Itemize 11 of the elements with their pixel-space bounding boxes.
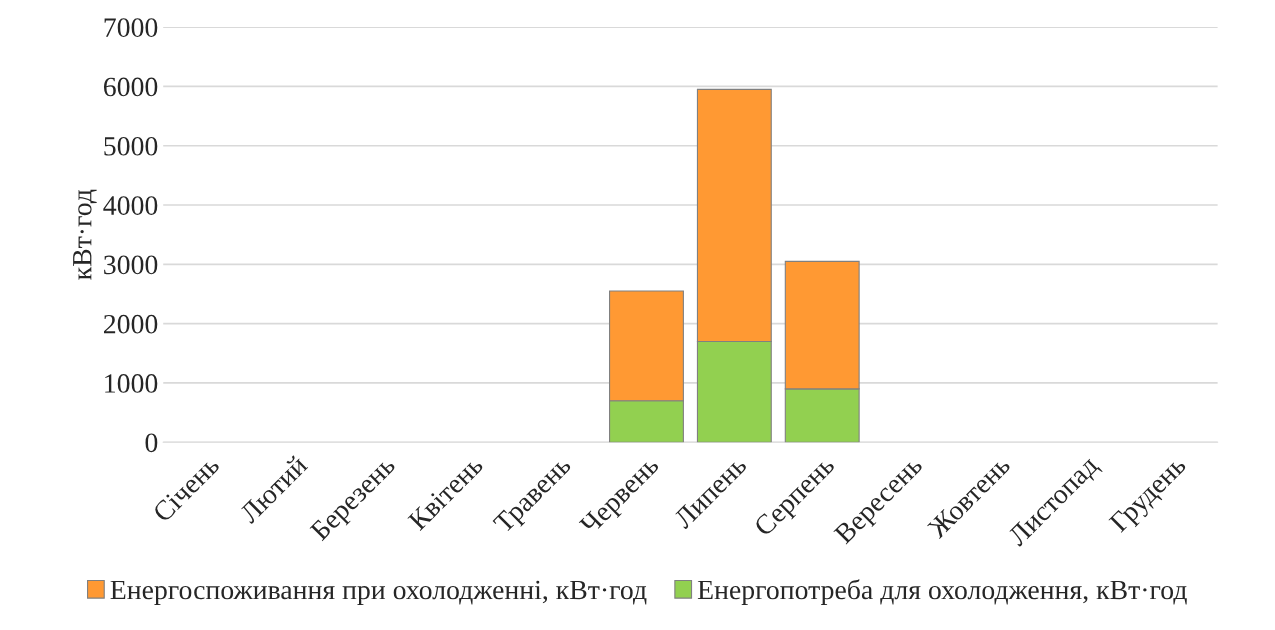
legend-label: Енергопотреба для охолодження, кВт·год — [697, 579, 1187, 605]
y-tick-label: 6000 — [103, 77, 158, 97]
y-tick-label: 7000 — [104, 18, 158, 37]
y-axis-title: кВт·год — [73, 189, 97, 280]
y-tick-label: 0 — [145, 433, 158, 453]
y-tick-label: 1000 — [105, 374, 158, 393]
y-tick-label: 4000 — [103, 196, 158, 215]
y-tick-label: 2000 — [104, 314, 158, 334]
y-tick-label: 3000 — [104, 255, 158, 275]
legend-label: Енергоспоживання при охолодженні, кВт·год — [110, 580, 647, 605]
y-tick-label: 5000 — [104, 136, 158, 156]
